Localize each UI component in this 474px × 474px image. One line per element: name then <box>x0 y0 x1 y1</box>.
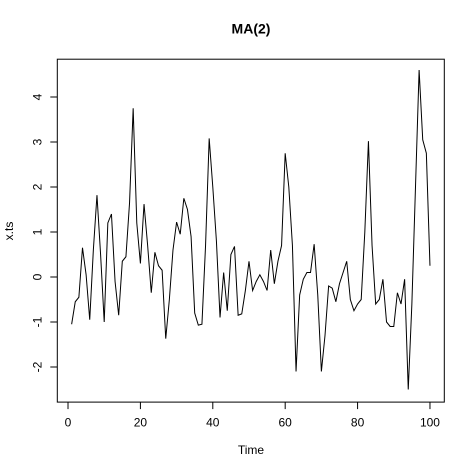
x-tick-label: 80 <box>351 415 365 429</box>
y-tick-label: 2 <box>30 183 44 190</box>
chart-title: MA(2) <box>232 21 271 37</box>
y-tick-label: 3 <box>30 138 44 145</box>
y-tick-label: -2 <box>30 361 44 372</box>
plot-frame <box>56 58 445 403</box>
x-tick-label: 60 <box>279 415 293 429</box>
x-tick-label: 100 <box>420 415 440 429</box>
y-tick-label: 0 <box>30 273 44 280</box>
y-tick-label: -1 <box>30 316 44 327</box>
y-tick-label: 4 <box>30 93 44 100</box>
series-line <box>71 69 431 390</box>
x-axis-label: Time <box>238 443 265 457</box>
x-tick-label: 0 <box>65 415 72 429</box>
x-tick-label: 20 <box>134 415 148 429</box>
y-tick-label: 1 <box>30 228 44 235</box>
y-axis-label: x.ts <box>2 222 16 241</box>
x-tick-label: 40 <box>206 415 220 429</box>
